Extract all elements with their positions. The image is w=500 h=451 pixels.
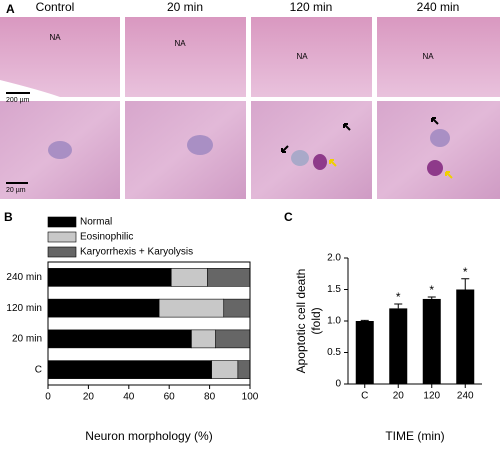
bar xyxy=(389,308,408,384)
micrograph xyxy=(377,17,500,97)
x-tick-label: 120 xyxy=(423,391,440,402)
x-axis-label: Neuron morphology (%) xyxy=(85,429,212,443)
cell xyxy=(48,141,72,159)
bar-segment xyxy=(47,329,192,349)
cell xyxy=(430,129,450,147)
error-bar xyxy=(461,278,470,290)
bar xyxy=(422,298,441,384)
micrograph xyxy=(0,17,120,97)
bar-segment xyxy=(47,360,212,379)
micrograph xyxy=(251,17,372,97)
micrograph xyxy=(377,101,500,199)
cell xyxy=(187,135,213,155)
x-tick-label: 20 xyxy=(83,392,95,403)
micrograph xyxy=(125,101,246,199)
y-tick-label: 240 min xyxy=(6,272,42,283)
plot-frame xyxy=(47,261,251,386)
bar-segment xyxy=(158,298,225,318)
x-tick-label: 60 xyxy=(164,392,176,403)
x-tick-label: 80 xyxy=(204,392,216,403)
panel-label: A xyxy=(6,2,15,16)
x-tick-label: 100 xyxy=(242,392,259,403)
micrographs xyxy=(0,17,500,199)
arrow xyxy=(281,145,289,153)
annotation: NA xyxy=(49,33,61,42)
significance-mark: * xyxy=(429,283,434,297)
cell xyxy=(291,150,309,166)
legend-swatch xyxy=(47,231,77,243)
scale-label: 200 µm xyxy=(6,97,30,104)
column-header: 240 min xyxy=(417,0,460,14)
x-tick-label: 40 xyxy=(123,392,135,403)
micrograph xyxy=(251,101,372,199)
error-bar xyxy=(394,303,403,309)
error-bar xyxy=(427,296,436,299)
bar-segment xyxy=(47,298,160,318)
bar xyxy=(355,321,374,384)
bar-segment xyxy=(207,268,251,287)
y-tick-label: C xyxy=(35,364,42,375)
annotation: NA xyxy=(296,52,308,61)
micrograph xyxy=(125,17,246,97)
arrow xyxy=(329,159,337,167)
bar-segment xyxy=(223,298,251,318)
arrow xyxy=(445,171,453,179)
x-tick-label: 0 xyxy=(45,392,51,403)
bar-segment xyxy=(47,268,172,287)
column-header: 20 min xyxy=(167,0,203,14)
bar-segment xyxy=(237,360,251,379)
significance-mark: * xyxy=(396,290,401,304)
bar-segment xyxy=(211,360,239,379)
annotation: NA xyxy=(422,52,434,61)
column-header: Control xyxy=(36,0,75,14)
scale-label: 20 µm xyxy=(6,187,26,194)
y-tick-label: 1.0 xyxy=(327,316,341,327)
bar-segment xyxy=(191,329,216,349)
y-axis-label: Apoptotic cell death xyxy=(294,269,308,374)
legend-swatch xyxy=(47,246,77,258)
x-tick-label: C xyxy=(361,391,368,402)
y-tick-label: 0.5 xyxy=(327,347,341,358)
x-axis-label: TIME (min) xyxy=(385,429,444,443)
significance-mark: * xyxy=(463,265,468,279)
y-tick-label: 0 xyxy=(335,379,341,390)
bar-segment xyxy=(215,329,251,349)
legend-label: Karyorrhexis + Karyolysis xyxy=(80,247,193,258)
y-axis-label: (fold) xyxy=(309,307,323,334)
cell xyxy=(313,154,327,170)
bar-segment xyxy=(170,268,208,287)
error-bar xyxy=(360,319,369,321)
annotation: NA xyxy=(174,39,186,48)
y-tick-label: 2.0 xyxy=(327,253,341,264)
y-tick-label: 1.5 xyxy=(327,284,341,295)
x-tick-label: 240 xyxy=(457,391,474,402)
column-header: 120 min xyxy=(290,0,333,14)
y-tick-label: 120 min xyxy=(6,303,42,314)
panel-label: B xyxy=(4,210,13,224)
x-tick-label: 20 xyxy=(393,391,405,402)
panel-label: C xyxy=(284,210,293,224)
legend-swatch xyxy=(47,216,77,228)
legend-label: Eosinophilic xyxy=(80,232,133,243)
bar xyxy=(456,289,475,384)
arrow xyxy=(431,117,439,125)
cell xyxy=(427,160,443,176)
y-tick-label: 20 min xyxy=(12,334,42,345)
legend-label: Normal xyxy=(80,217,112,228)
arrow xyxy=(343,123,351,131)
